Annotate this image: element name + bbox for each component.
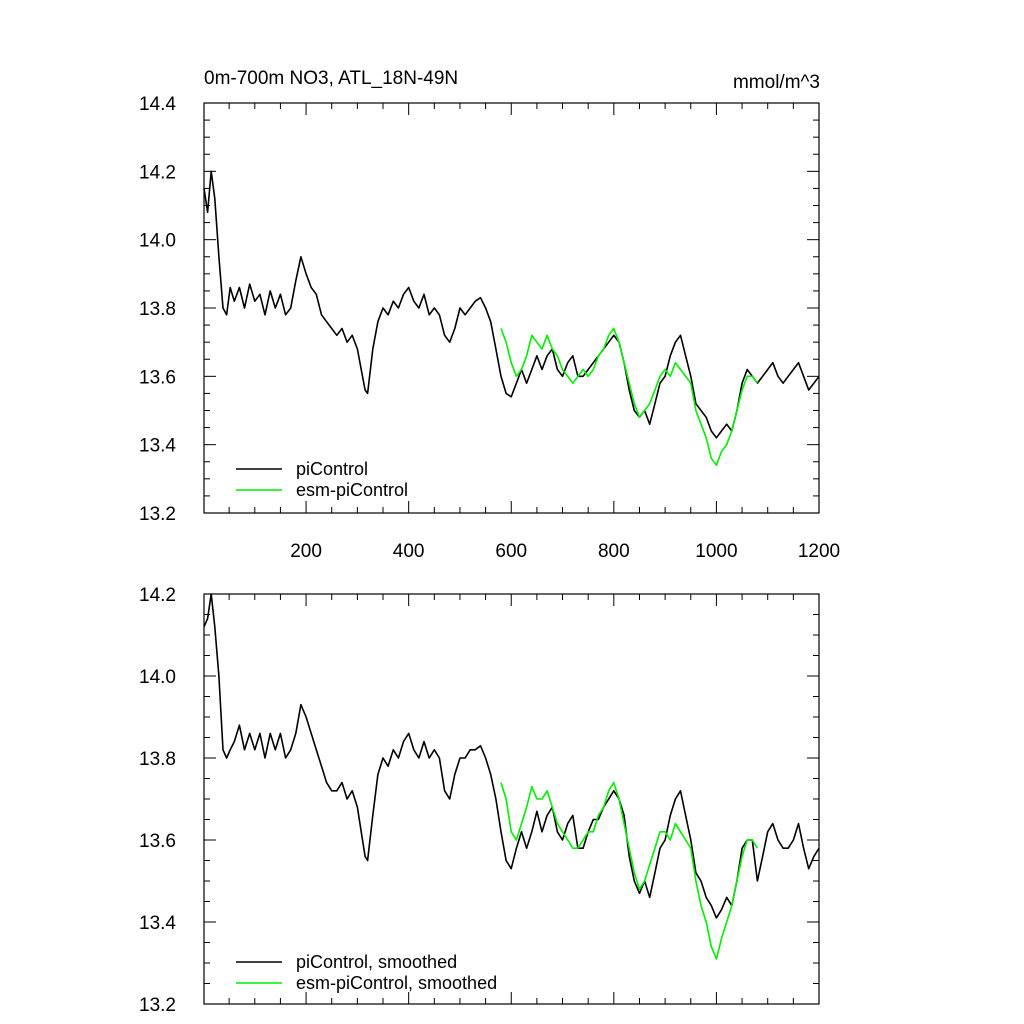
y-tick-label: 13.4 xyxy=(139,436,176,457)
top-plot-frame xyxy=(203,102,820,514)
top-panel: 0m-700m NO3, ATL_18N-49N mmol/m^3 13.213… xyxy=(139,68,840,562)
series-line-esm-picontrol-smoothed xyxy=(500,781,759,960)
y-tick-label: 13.6 xyxy=(139,831,176,852)
y-tick-label: 13.2 xyxy=(139,504,176,525)
series-line-picontrol xyxy=(203,170,820,439)
y-tick-label: 13.6 xyxy=(139,367,176,388)
legend-label-esm-picontrol-smoothed: esm-piControl, smoothed xyxy=(296,973,497,993)
x-tick-label: 200 xyxy=(290,541,322,562)
y-tick-label: 13.4 xyxy=(139,913,176,934)
y-tick-label: 13.8 xyxy=(139,749,176,770)
y-tick-label: 13.8 xyxy=(139,299,176,320)
y-tick-label: 13.2 xyxy=(139,995,176,1016)
legend-label-esm-picontrol: esm-piControl xyxy=(296,480,408,500)
x-tick-label: 400 xyxy=(393,541,425,562)
units-label: mmol/m^3 xyxy=(733,72,820,93)
x-tick-label: 1200 xyxy=(798,541,840,562)
bottom-series-lines xyxy=(203,593,820,960)
top-axis-ticks: 13.2 13.4 13.6 13.8 14.0 14.2 14.4 200 400 600 800… xyxy=(139,94,840,562)
series-line-esm-picontrol xyxy=(500,327,759,467)
top-legend: piControl esm-piControl xyxy=(236,459,408,500)
bottom-legend: piControl, smoothed esm-piControl, smoot… xyxy=(236,952,497,993)
bottom-axis-ticks: 13.2 13.4 13.6 13.8 14.0 14.2 xyxy=(139,585,820,1016)
y-tick-label: 14.2 xyxy=(139,585,176,606)
chart-title: 0m-700m NO3, ATL_18N-49N xyxy=(204,68,458,89)
series-line-picontrol-smoothed xyxy=(203,593,820,919)
legend-label-picontrol-smoothed: piControl, smoothed xyxy=(296,952,457,972)
y-tick-label: 14.0 xyxy=(139,667,176,688)
y-tick-label: 14.2 xyxy=(139,162,176,183)
bottom-plot-frame xyxy=(203,593,820,1005)
x-tick-label: 800 xyxy=(598,541,630,562)
y-tick-label: 14.4 xyxy=(139,94,176,115)
top-series-lines xyxy=(203,170,820,467)
x-tick-label: 600 xyxy=(495,541,527,562)
x-tick-label: 1000 xyxy=(695,541,737,562)
legend-label-picontrol: piControl xyxy=(296,459,368,479)
y-tick-label: 14.0 xyxy=(139,231,176,252)
bottom-panel: 13.2 13.4 13.6 13.8 14.0 14.2 piControl, smoo… xyxy=(139,585,820,1016)
